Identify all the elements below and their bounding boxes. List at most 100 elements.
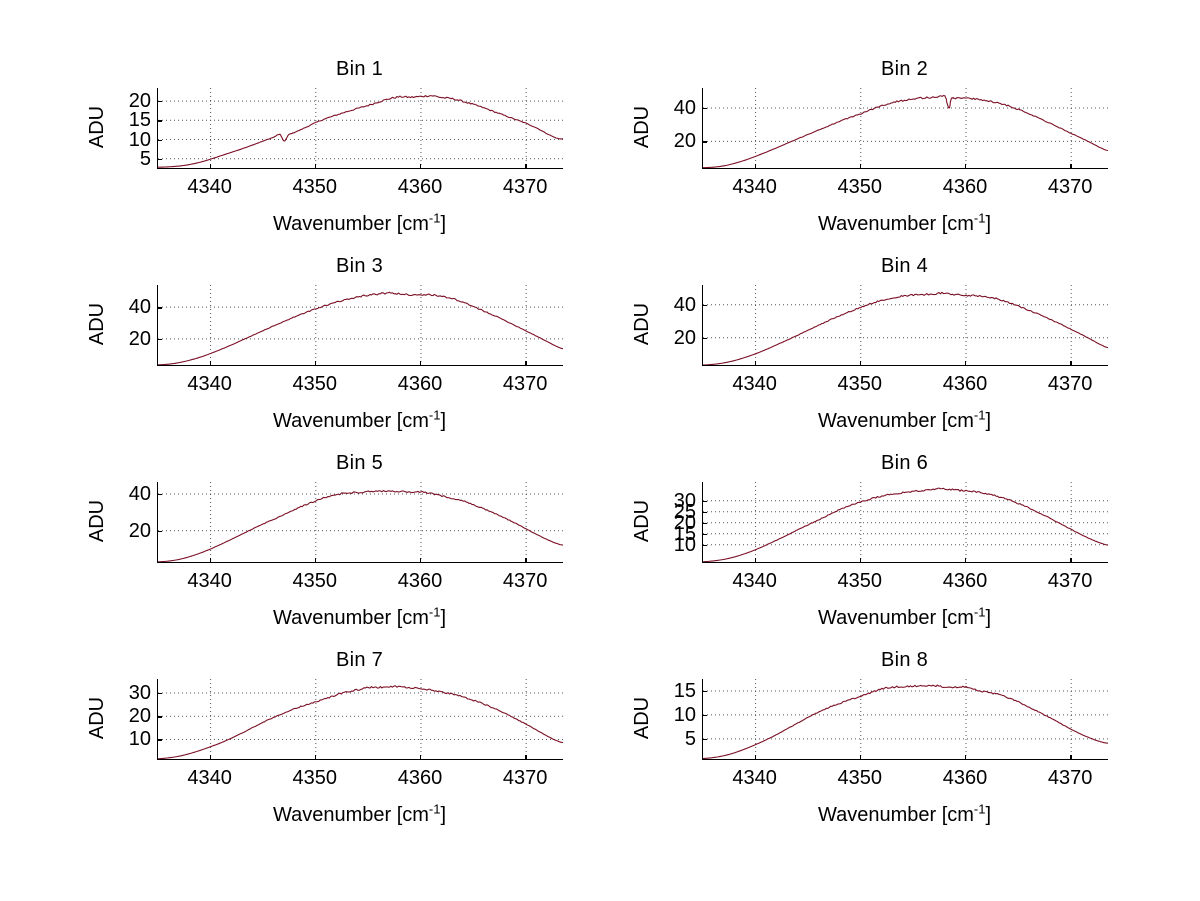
xtick-mark-bin-1 [419,164,422,169]
xtick-mark-bin-2 [1070,164,1072,169]
y-axis-label-bin-5: ADU [86,499,108,543]
y-axis-label-bin-8: ADU [631,696,653,740]
xtick-label-bin-3: 4360 [397,373,443,395]
ytick-mark-bin-6 [702,533,707,536]
x-axis-label-exponent-bin-6: -1 [973,604,986,620]
ytick-mark-bin-4 [702,337,707,340]
ytick-label-bin-6: 20 [673,511,696,534]
xtick-mark-bin-4 [859,361,862,366]
y-axis-label-bin-1: ADU [86,105,108,149]
ytick-label-bin-6: 30 [673,489,696,512]
xtick-mark-bin-6 [1070,558,1072,563]
xtick-label-bin-3: 4350 [292,373,338,395]
plot-canvas-bin-4 [703,285,1108,365]
plot-canvas-bin-7 [158,679,563,759]
x-axis-label-suffix-bin-4: ] [985,410,992,432]
xtick-label-bin-6: 4370 [1047,570,1093,592]
plot-area-bin-3 [157,285,563,366]
plot-area-bin-7 [157,679,563,760]
subplot-title-bin-3: Bin 3 [335,255,384,277]
ytick-label-bin-7: 10 [128,728,151,751]
xtick-mark-bin-6 [754,558,756,563]
plot-area-bin-6 [702,482,1108,563]
xtick-label-bin-8: 4370 [1047,767,1093,789]
data-line-bin-8 [703,684,1108,759]
x-axis-label-suffix-bin-5: ] [440,607,447,629]
ytick-label-bin-4: 40 [673,293,696,316]
x-axis-label-exponent-bin-7: -1 [428,801,441,817]
xtick-label-bin-5: 4360 [397,570,443,592]
xtick-mark-bin-4 [964,361,967,366]
ytick-label-bin-3: 40 [128,296,151,319]
xtick-label-bin-6: 4340 [732,570,777,592]
x-axis-label-suffix-bin-6: ] [985,607,992,629]
ytick-mark-bin-1 [157,158,162,161]
x-axis-label-bin-5: Wavenumber [cm-1] [157,605,562,629]
xtick-mark-bin-8 [1070,755,1072,760]
xtick-mark-bin-2 [964,164,967,169]
x-axis-label-bin-7: Wavenumber [cm-1] [157,802,562,825]
xtick-label-bin-5: 4340 [187,570,232,592]
x-axis-label-exponent-bin-4: -1 [973,407,986,423]
ytick-mark-bin-1 [157,120,162,122]
ytick-mark-bin-8 [702,690,707,693]
xtick-label-bin-1: 4360 [397,176,443,198]
data-line-bin-3 [158,291,563,365]
ytick-label-bin-6: 10 [673,533,696,556]
xtick-mark-bin-7 [314,755,317,760]
xtick-mark-bin-6 [964,558,967,563]
xtick-label-bin-2: 4360 [942,176,988,198]
ytick-label-bin-6: 15 [673,522,696,545]
xtick-label-bin-8: 4350 [837,767,883,789]
x-axis-label-text-bin-8: Wavenumber [cm [817,804,974,826]
data-line-bin-1 [158,94,563,168]
ytick-label-bin-2: 20 [673,130,696,153]
data-line-bin-2 [703,95,1108,168]
gridlines-bin-4 [703,285,1108,365]
x-axis-label-bin-1: Wavenumber [cm-1] [157,211,562,235]
ytick-label-bin-1: 5 [139,147,151,170]
xtick-mark-bin-8 [859,755,862,760]
x-axis-label-bin-4: Wavenumber [cm-1] [702,408,1107,432]
ytick-label-bin-3: 20 [128,327,151,350]
ytick-mark-bin-5 [157,493,162,496]
xtick-mark-bin-8 [754,755,756,760]
xtick-label-bin-7: 4370 [502,767,548,789]
xtick-label-bin-2: 4350 [837,176,883,198]
ytick-label-bin-2: 40 [673,97,696,119]
subplot-title-bin-4: Bin 4 [880,255,929,277]
data-line-bin-4 [703,291,1108,365]
xtick-label-bin-4: 4370 [1047,373,1093,395]
x-axis-label-text-bin-6: Wavenumber [cm [817,607,974,629]
ytick-label-bin-8: 10 [673,703,696,726]
xtick-label-bin-3: 4340 [187,373,232,395]
ytick-label-bin-1: 10 [128,128,151,151]
subplot-title-bin-1: Bin 1 [335,58,384,80]
x-axis-label-text-bin-4: Wavenumber [cm [817,410,974,432]
ytick-mark-bin-8 [702,714,707,717]
ytick-mark-bin-3 [157,338,162,341]
plot-canvas-bin-1 [158,88,563,168]
xtick-mark-bin-3 [525,361,527,366]
xtick-mark-bin-4 [754,361,756,366]
ytick-label-bin-5: 20 [128,519,151,542]
xtick-mark-bin-7 [525,755,527,760]
ytick-mark-bin-8 [702,738,707,741]
x-axis-label-suffix-bin-8: ] [985,804,992,826]
ytick-mark-bin-6 [702,544,707,547]
gridlines-bin-3 [158,285,563,365]
ytick-label-bin-7: 20 [128,705,151,728]
xtick-mark-bin-3 [209,361,211,366]
ytick-mark-bin-1 [157,139,162,141]
plot-area-bin-8 [702,679,1108,760]
ytick-label-bin-8: 15 [673,679,696,702]
y-axis-label-bin-4: ADU [631,302,653,346]
xtick-label-bin-4: 4340 [732,373,777,395]
x-axis-label-suffix-bin-1: ] [440,213,447,235]
x-axis-label-bin-2: Wavenumber [cm-1] [702,211,1107,234]
xtick-mark-bin-5 [314,558,317,563]
plot-canvas-bin-2 [703,88,1108,168]
